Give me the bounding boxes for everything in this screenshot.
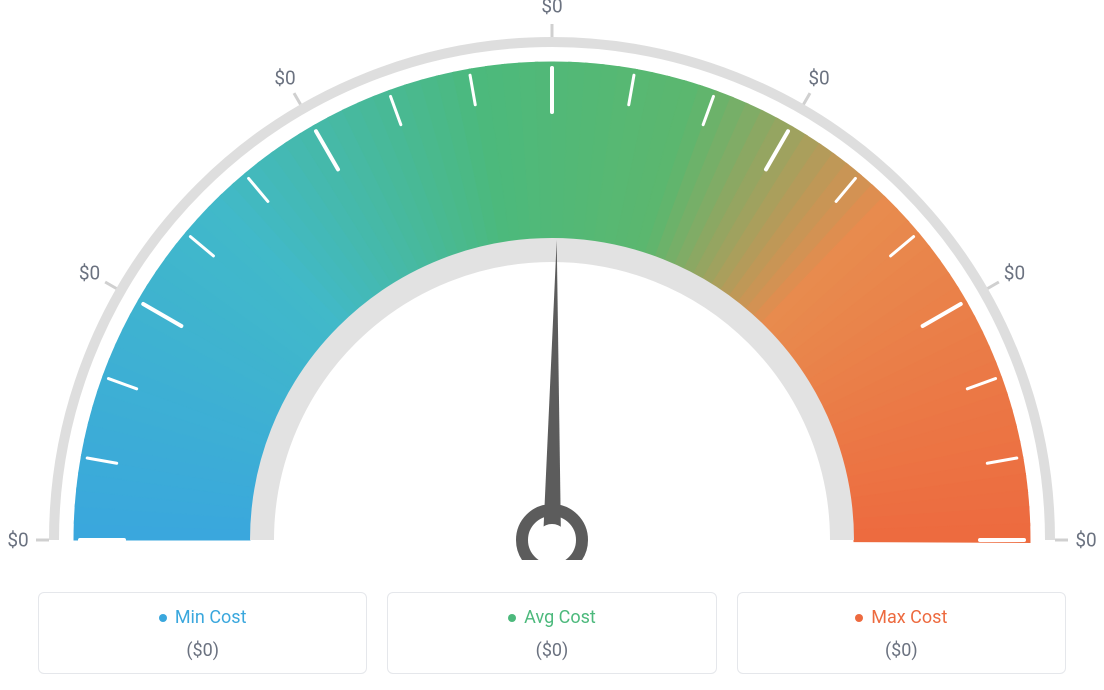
legend-label: Min Cost	[175, 607, 247, 628]
legend-title-avg: Avg Cost	[508, 607, 596, 628]
gauge-svg	[0, 0, 1104, 560]
legend-title-min: Min Cost	[159, 607, 247, 628]
gauge-tick-label: $0	[79, 262, 100, 285]
dot-icon	[508, 614, 516, 622]
dot-icon	[159, 614, 167, 622]
gauge-tick-label: $0	[274, 66, 295, 89]
gauge-tick-label: $0	[7, 529, 28, 552]
legend-row: Min Cost ($0) Avg Cost ($0) Max Cost ($0…	[38, 592, 1066, 675]
legend-title-max: Max Cost	[855, 607, 947, 628]
gauge-tick-label: $0	[1004, 262, 1025, 285]
gauge-tick-label: $0	[541, 0, 562, 18]
legend-card-min: Min Cost ($0)	[38, 592, 367, 675]
legend-card-avg: Avg Cost ($0)	[387, 592, 716, 675]
legend-label: Max Cost	[871, 607, 947, 628]
dot-icon	[855, 614, 863, 622]
legend-card-max: Max Cost ($0)	[737, 592, 1066, 675]
gauge-tick-label: $0	[808, 66, 829, 89]
gauge-tick-label: $0	[1075, 529, 1096, 552]
gauge-chart: $0 $0 $0 $0 $0 $0 $0	[0, 0, 1104, 560]
legend-label: Avg Cost	[524, 607, 596, 628]
legend-value-min: ($0)	[47, 640, 358, 661]
legend-value-max: ($0)	[746, 640, 1057, 661]
legend-value-avg: ($0)	[396, 640, 707, 661]
